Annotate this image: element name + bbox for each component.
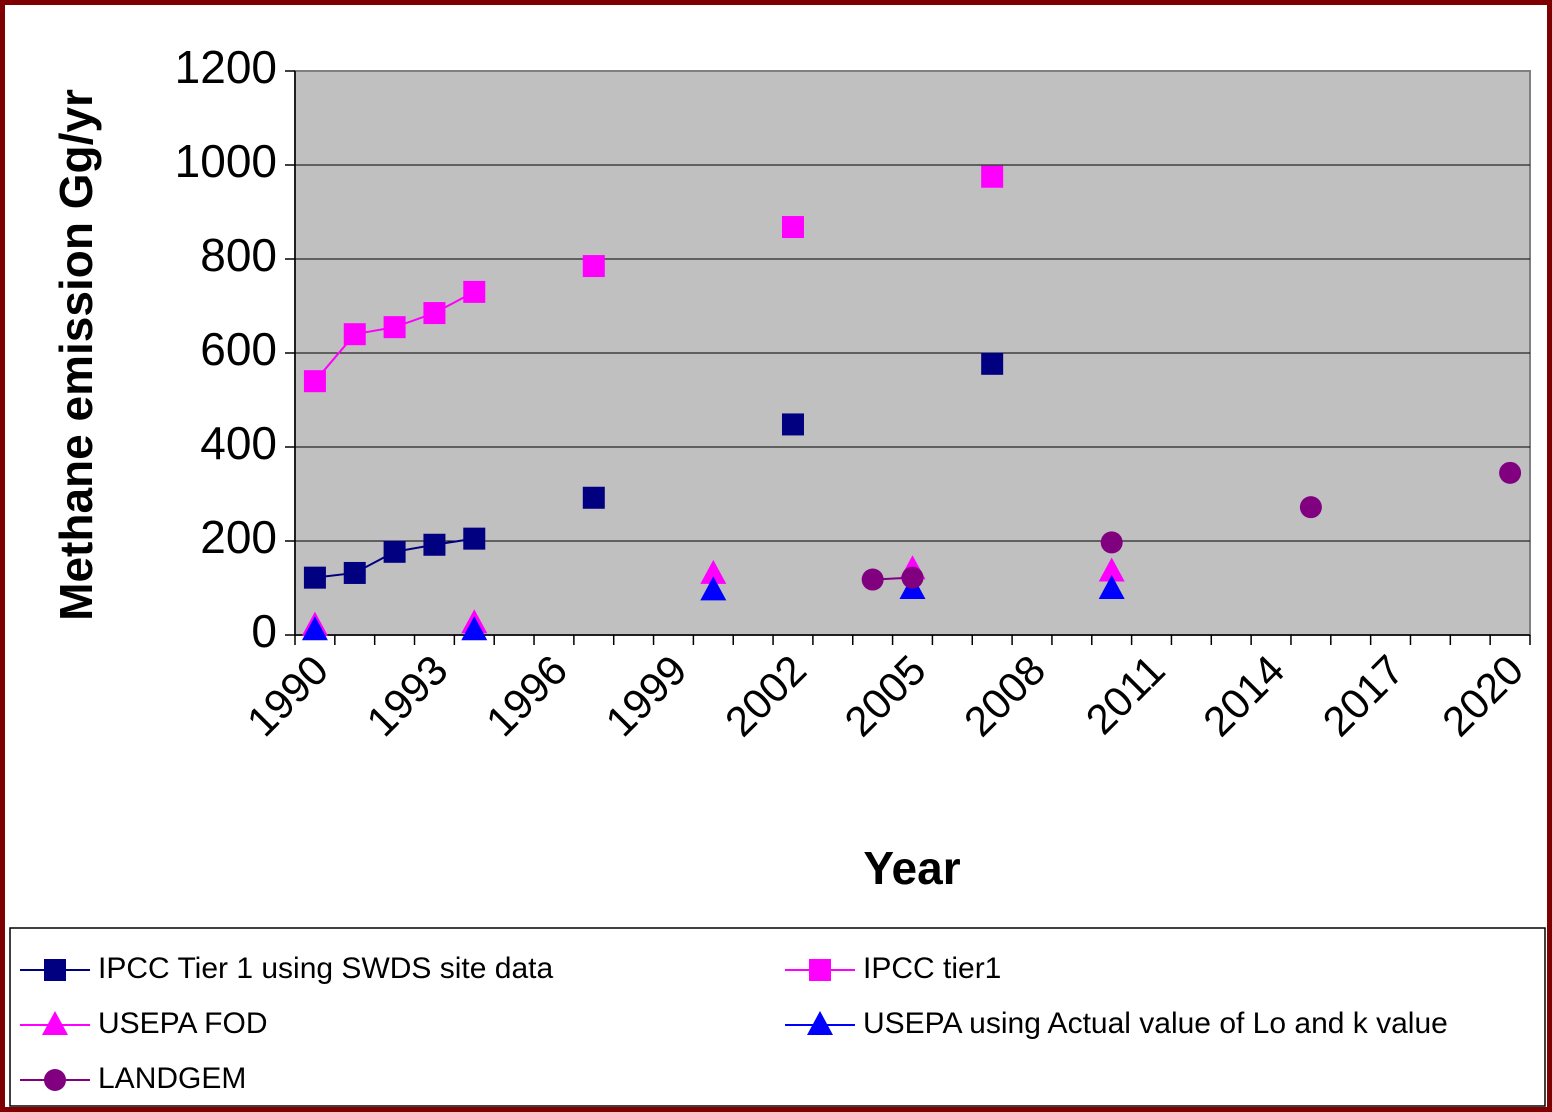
y-tick-label: 0 xyxy=(251,605,277,657)
data-point xyxy=(423,533,446,556)
legend-marker xyxy=(44,1069,66,1091)
x-axis-title: Year xyxy=(863,842,960,894)
legend-label: USEPA using Actual value of Lo and k val… xyxy=(863,1007,1448,1040)
data-point xyxy=(343,561,366,584)
data-point xyxy=(463,280,486,303)
y-tick-label: 1200 xyxy=(175,41,277,93)
legend-label: IPCC Tier 1 using SWDS site data xyxy=(98,952,553,985)
legend-label: LANDGEM xyxy=(98,1062,246,1095)
data-point xyxy=(1299,496,1322,519)
data-point xyxy=(383,540,406,563)
legend xyxy=(9,927,1546,1107)
y-tick-label: 1000 xyxy=(175,135,277,187)
data-point xyxy=(700,576,727,601)
y-axis-title: Methane emission Gg/yr xyxy=(50,89,102,621)
data-point xyxy=(781,413,804,436)
y-tick-label: 600 xyxy=(200,323,277,375)
data-point xyxy=(1098,557,1125,582)
data-point xyxy=(301,616,328,641)
data-point xyxy=(423,302,446,325)
data-point xyxy=(461,616,488,641)
data-point xyxy=(700,559,727,584)
data-point xyxy=(582,486,605,509)
y-tick-label: 400 xyxy=(200,417,277,469)
legend-label: IPCC tier1 xyxy=(863,952,1001,985)
data-point xyxy=(981,352,1004,375)
legend-label: USEPA FOD xyxy=(98,1007,267,1040)
data-point xyxy=(1100,531,1123,554)
data-point xyxy=(981,165,1004,188)
data-point xyxy=(303,566,326,589)
legend-marker xyxy=(42,1011,68,1035)
legend-marker xyxy=(807,1011,833,1035)
data-point xyxy=(343,323,366,346)
data-point xyxy=(1098,574,1125,599)
data-point xyxy=(463,527,486,550)
data-point xyxy=(901,566,924,589)
data-point xyxy=(781,216,804,239)
y-tick-label: 800 xyxy=(200,229,277,281)
y-tick-label: 200 xyxy=(200,511,277,563)
data-point xyxy=(1499,461,1522,484)
legend-marker xyxy=(809,959,831,981)
data-point xyxy=(861,568,884,591)
data-point xyxy=(303,370,326,393)
legend-marker xyxy=(44,959,66,981)
data-point xyxy=(383,316,406,339)
data-point xyxy=(582,255,605,278)
